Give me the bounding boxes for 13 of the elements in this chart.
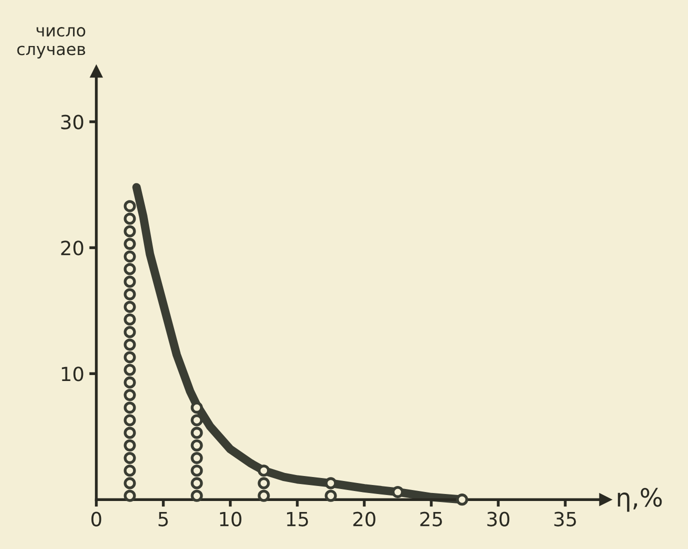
x-tick-label: 10: [220, 512, 242, 526]
x-axis-title: η,%: [618, 488, 662, 512]
y-tick-label: 20: [61, 240, 84, 256]
x-tick-label: 0: [91, 512, 102, 526]
y-axis-title: число случаев: [17, 27, 86, 59]
x-tick-label: 35: [554, 512, 576, 526]
x-tick-label: 30: [487, 512, 510, 526]
y-tick-label: 10: [62, 366, 84, 382]
y-tick-label: 30: [61, 114, 84, 130]
x-tick-label: 15: [287, 512, 308, 526]
x-tick-label: 5: [158, 512, 168, 526]
x-tick-label: 20: [353, 512, 376, 526]
x-tick-label: 25: [420, 512, 442, 526]
